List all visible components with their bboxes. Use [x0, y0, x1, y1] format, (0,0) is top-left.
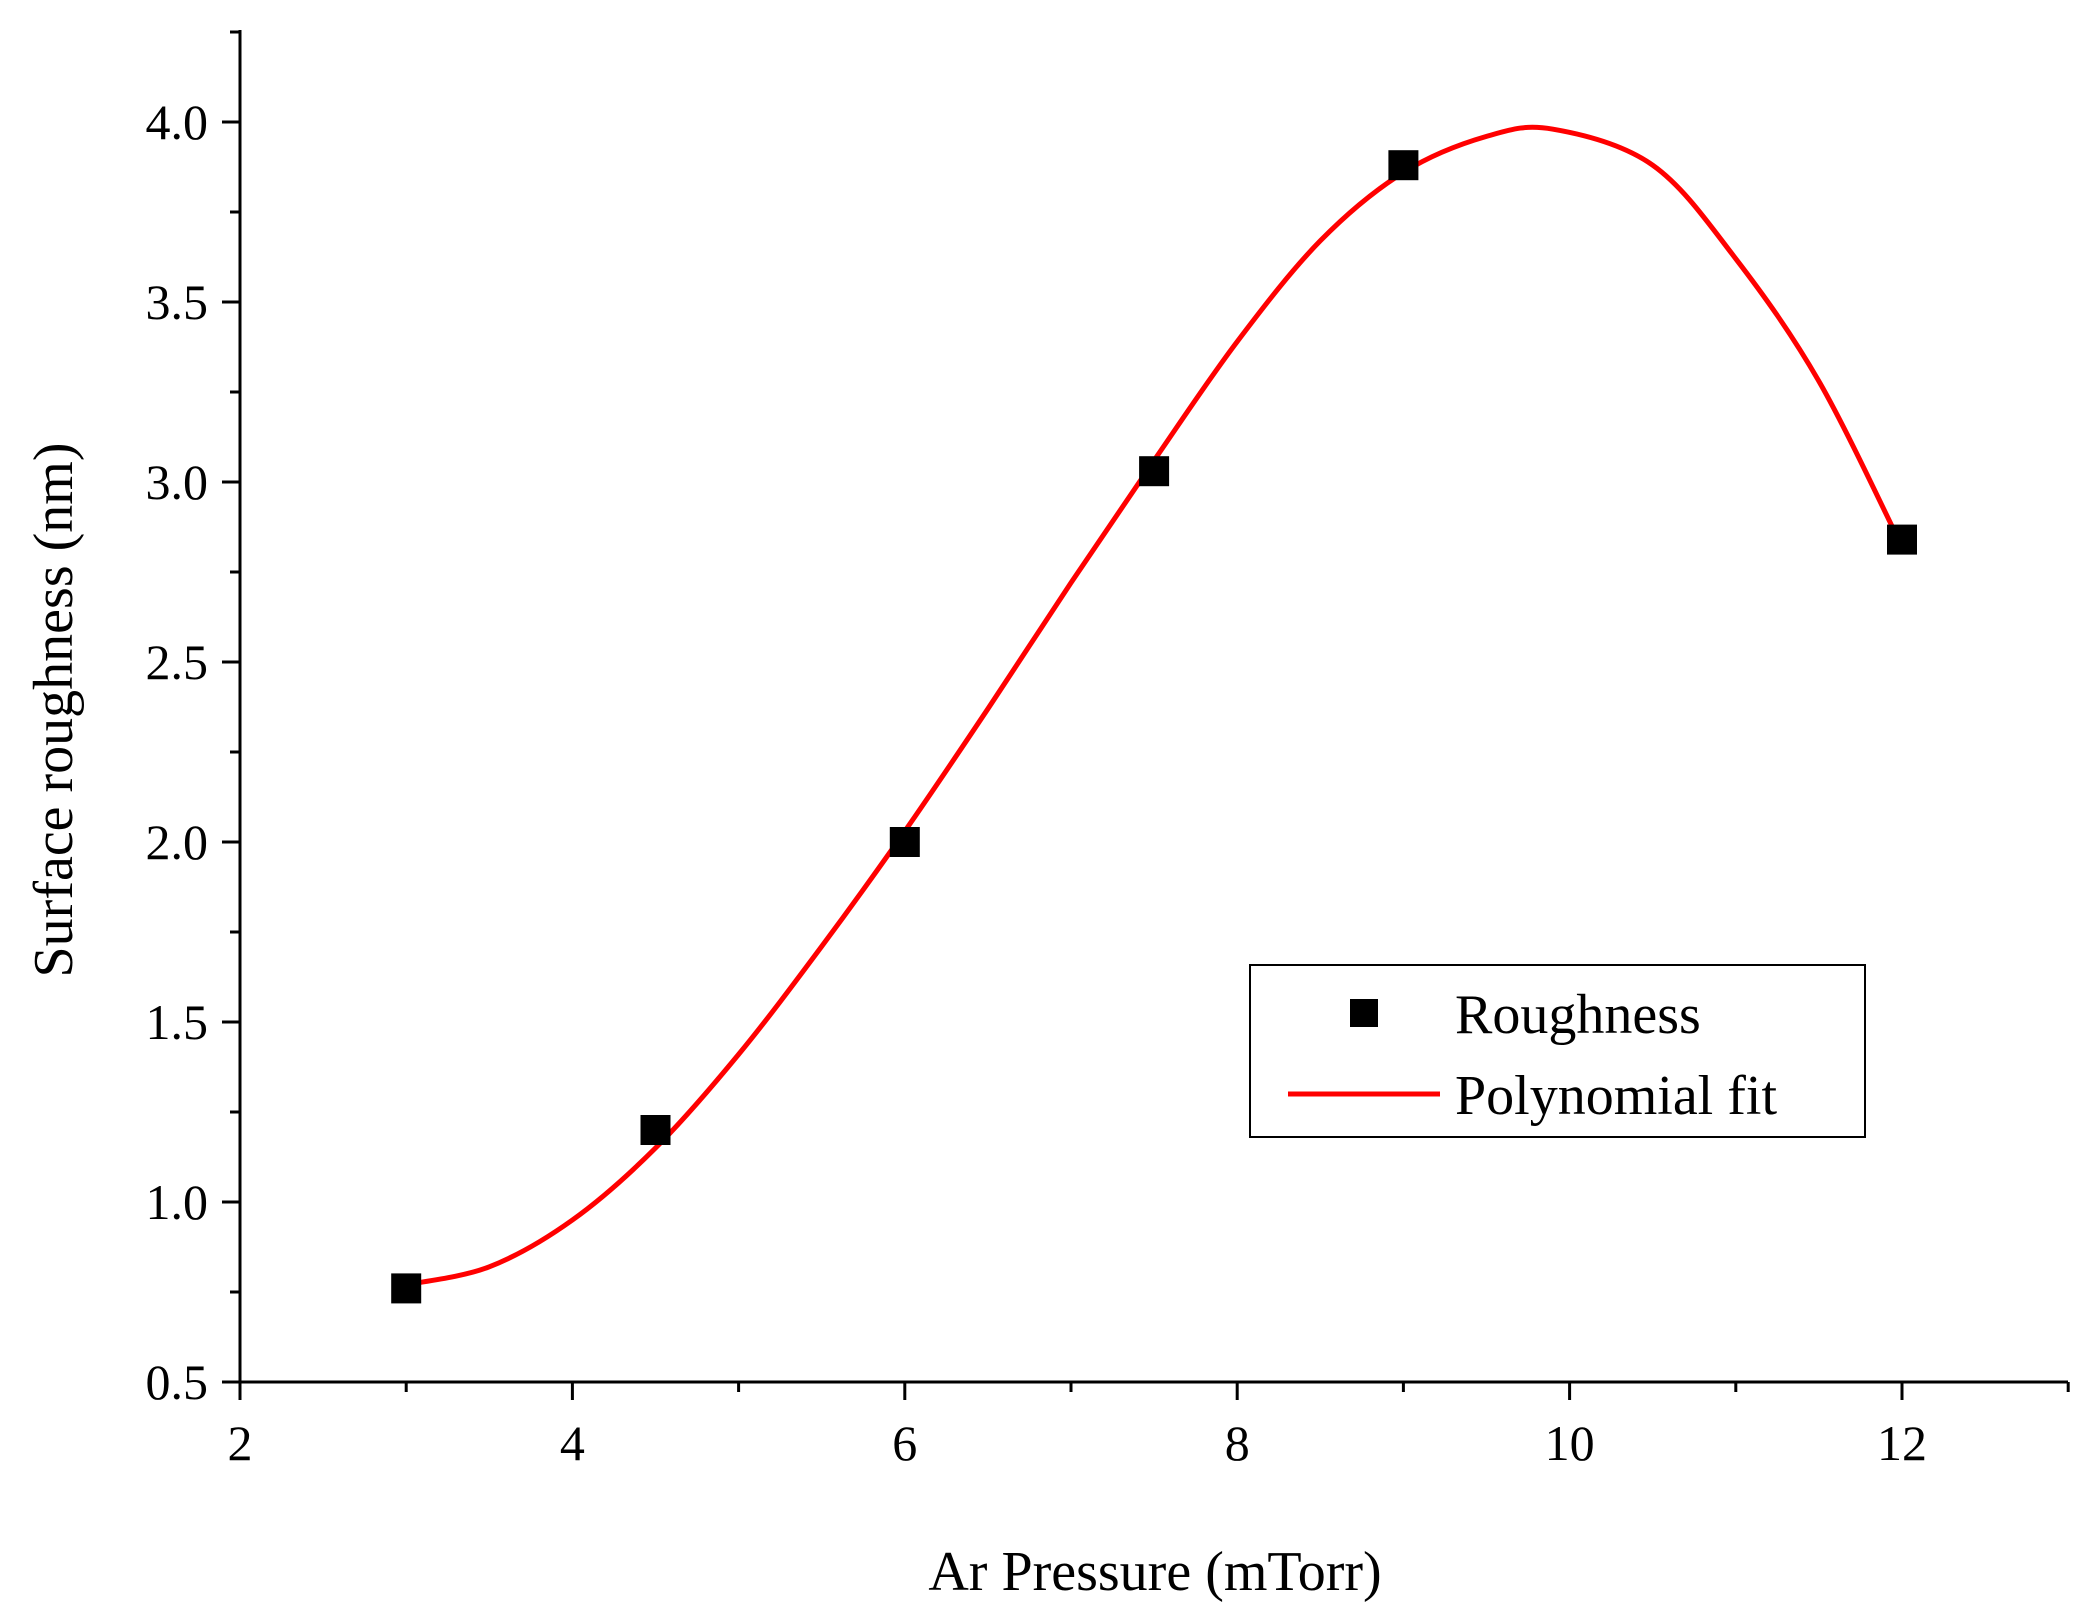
x-tick-label: 2: [228, 1415, 253, 1471]
y-tick-label: 1.0: [146, 1174, 209, 1230]
roughness-point: [391, 1273, 422, 1304]
y-tick-label: 3.5: [146, 274, 209, 330]
roughness-point: [1388, 150, 1419, 181]
roughness-point: [889, 827, 920, 857]
legend-marker-roughness: [1350, 999, 1378, 1027]
x-tick-label: 12: [1877, 1415, 1927, 1471]
roughness-point: [640, 1115, 671, 1145]
legend-box: [1249, 964, 1866, 1138]
y-tick-label: 1.5: [146, 994, 209, 1050]
roughness-point: [1139, 456, 1170, 487]
y-axis-title: Surface roughness (nm): [23, 443, 85, 978]
roughness-point: [1887, 524, 1917, 555]
x-axis-title: Ar Pressure (mTorr): [928, 1541, 1381, 1603]
ticks: 2 4 6 8 10 12 0.5 1.0 1.5 2.0 2.5 3.0 3.5 4.0: [146, 30, 2070, 1471]
axes: [238, 30, 2068, 1384]
y-tick-label: 2.0: [146, 814, 209, 870]
legend: Roughness Polynomial fit: [1249, 964, 1866, 1138]
x-tick-label: 6: [892, 1415, 917, 1471]
x-tick-label: 10: [1545, 1415, 1595, 1471]
legend-label-fit: Polynomial fit: [1455, 1065, 1777, 1127]
x-tick-label: 8: [1225, 1415, 1250, 1471]
y-tick-label: 2.5: [146, 634, 209, 690]
y-tick-label: 3.0: [146, 454, 209, 510]
y-tick-label: 4.0: [146, 94, 209, 150]
points-layer: [391, 150, 1917, 1304]
x-tick-label: 4: [560, 1415, 585, 1471]
y-tick-label: 0.5: [146, 1354, 209, 1410]
legend-label-roughness: Roughness: [1455, 984, 1701, 1046]
